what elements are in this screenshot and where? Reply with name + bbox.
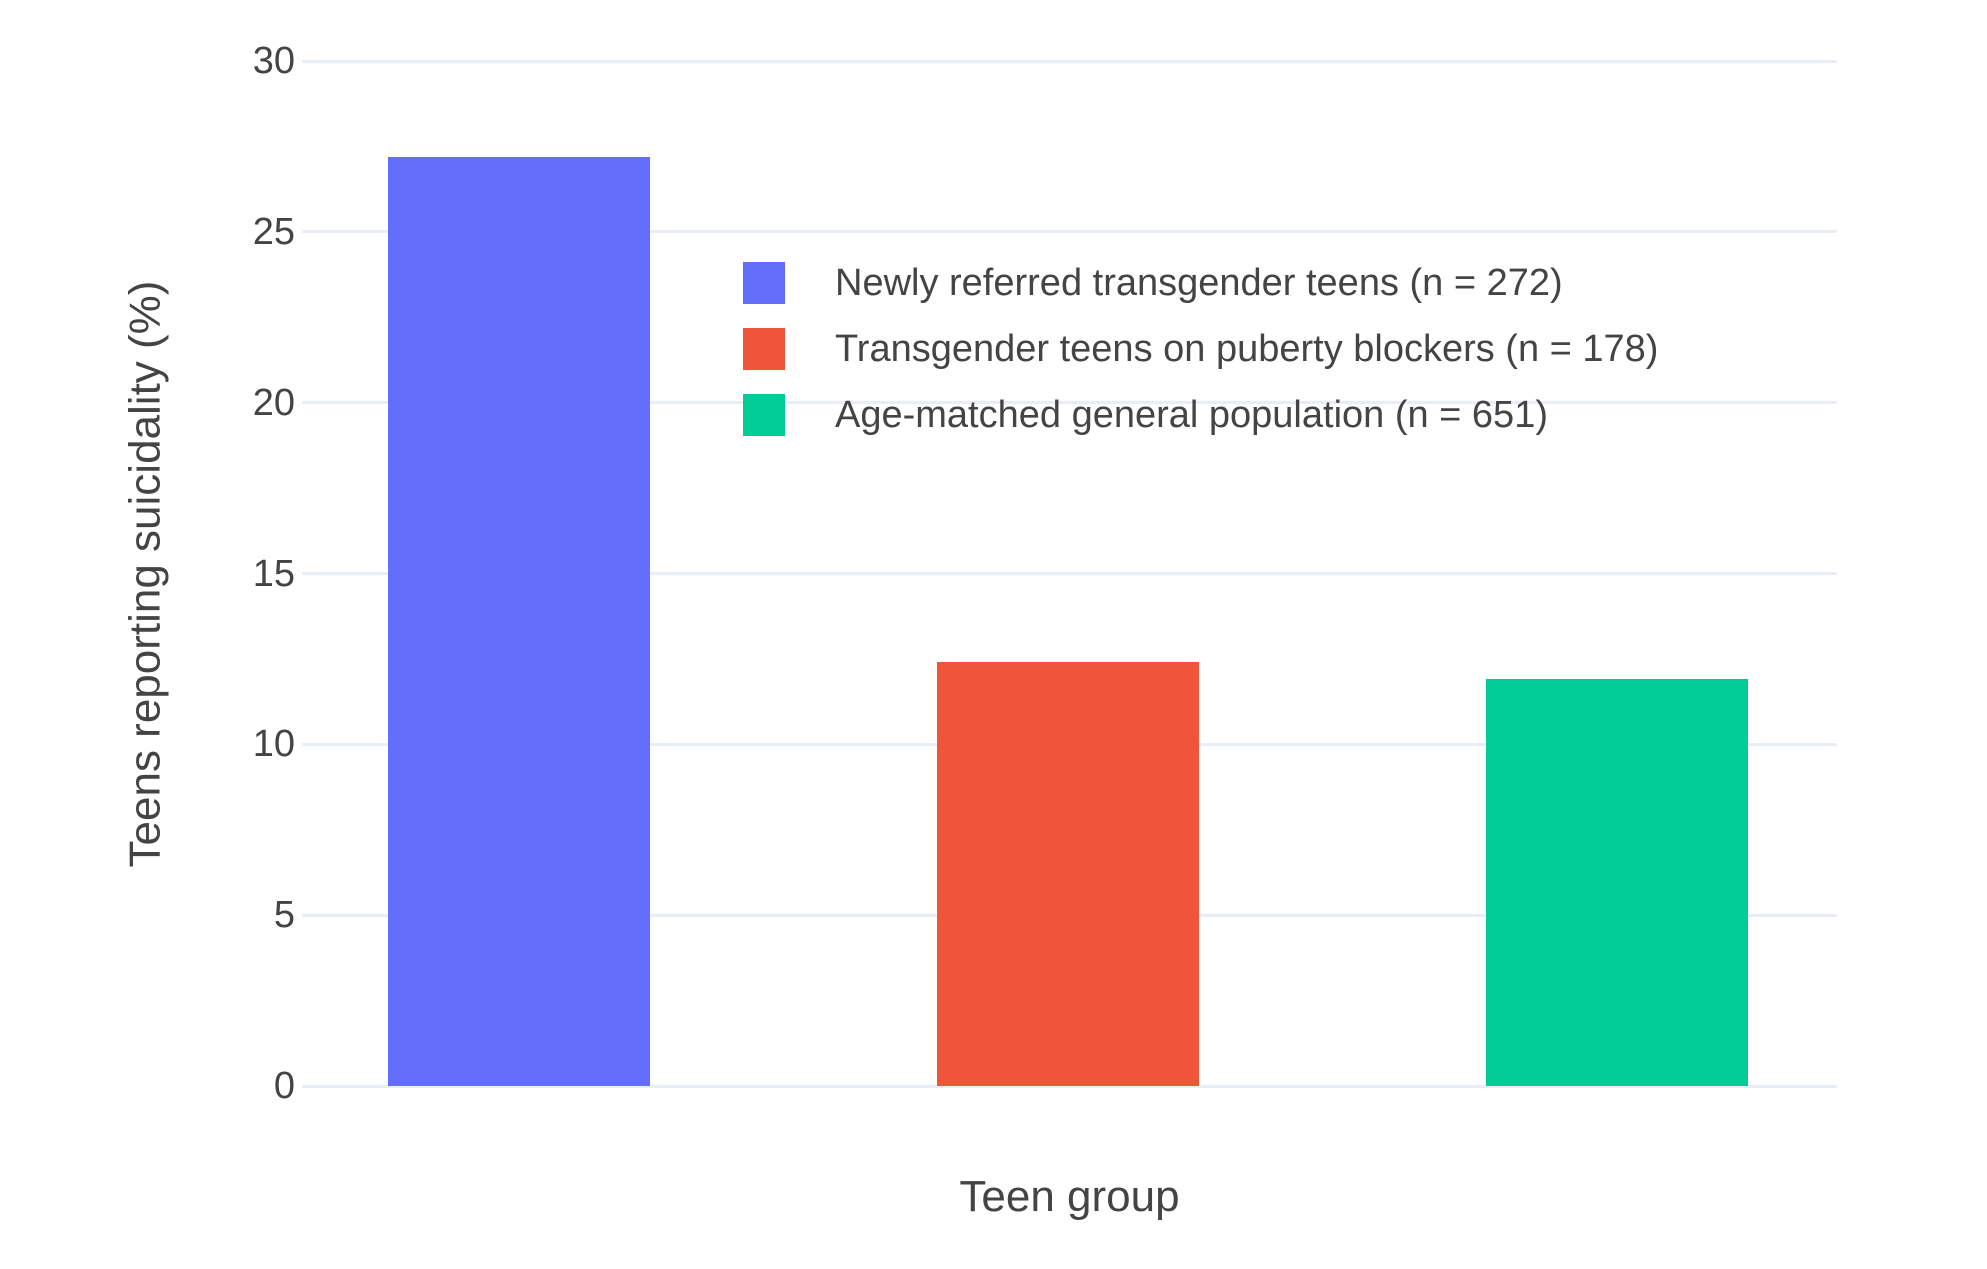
legend-label: Newly referred transgender teens (n = 27… [835, 261, 1563, 304]
bar-1[interactable] [937, 662, 1199, 1086]
legend-swatch-icon [743, 262, 785, 304]
y-tick-label-10: 10 [252, 723, 295, 766]
y-tick-label-15: 15 [252, 552, 295, 595]
bar-0[interactable] [388, 156, 650, 1086]
legend-item-0[interactable]: Newly referred transgender teens (n = 27… [743, 250, 1658, 316]
legend-label: Age-matched general population (n = 651) [835, 393, 1548, 436]
legend-label: Transgender teens on puberty blockers (n… [835, 327, 1659, 370]
gridline-25 [302, 230, 1837, 234]
bar-2[interactable] [1486, 679, 1748, 1086]
y-axis-tick-labels: 0 5 10 15 20 25 30 [0, 0, 295, 1269]
y-tick-label-0: 0 [273, 1065, 295, 1107]
legend-swatch-icon [743, 394, 785, 436]
legend-item-1[interactable]: Transgender teens on puberty blockers (n… [743, 316, 1658, 382]
y-tick-label-5: 5 [273, 894, 295, 937]
gridline-0 [302, 1084, 1837, 1088]
gridline-15 [302, 572, 1837, 575]
legend-swatch-icon [743, 328, 785, 370]
plot-area: Newly referred transgender teens (n = 27… [302, 59, 1837, 1088]
y-tick-label-25: 25 [252, 210, 295, 253]
y-tick-label-30: 30 [252, 40, 295, 82]
legend-item-2[interactable]: Age-matched general population (n = 651) [743, 382, 1658, 448]
legend: Newly referred transgender teens (n = 27… [743, 250, 1658, 448]
y-tick-label-20: 20 [252, 381, 295, 424]
x-axis-title: Teen group [959, 1172, 1180, 1221]
gridline-30 [302, 59, 1837, 63]
gridline-20 [302, 401, 1837, 405]
